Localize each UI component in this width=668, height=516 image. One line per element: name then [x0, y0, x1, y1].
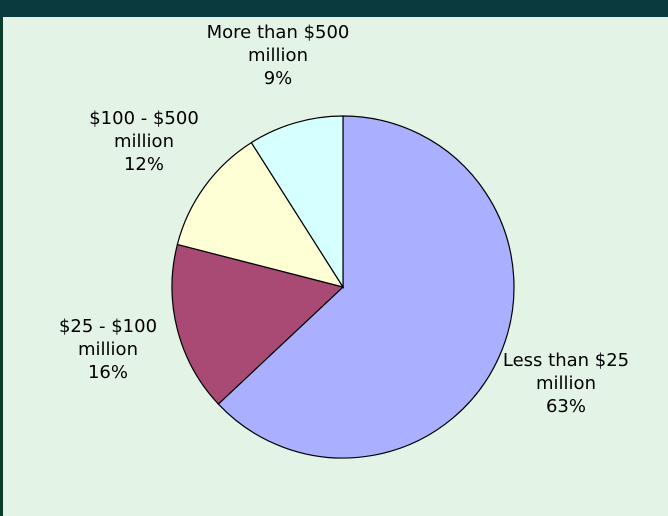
- pie-slice-3: [176, 141, 345, 288]
- slice-label-line: $25 - $100: [59, 316, 157, 337]
- slice-percent-2: 16%: [88, 362, 128, 383]
- slice-label-line: More than $500: [207, 22, 350, 43]
- pie-slice-2: [171, 243, 345, 405]
- header-band: [0, 0, 668, 17]
- slice-label-line: million: [536, 373, 596, 394]
- pie-slice-1: [217, 115, 515, 459]
- slice-label-line: Less than $25: [503, 350, 629, 371]
- slice-label-line: million: [78, 339, 138, 360]
- slice-label-line: million: [114, 131, 174, 152]
- pie-slice-4: [250, 115, 344, 290]
- slice-label-line: $100 - $500: [89, 108, 199, 129]
- left-border: [0, 17, 3, 516]
- slice-percent-1: 63%: [546, 396, 586, 417]
- slice-percent-4: 9%: [264, 68, 293, 89]
- slice-percent-3: 12%: [124, 154, 164, 175]
- slice-label-line: million: [248, 45, 308, 66]
